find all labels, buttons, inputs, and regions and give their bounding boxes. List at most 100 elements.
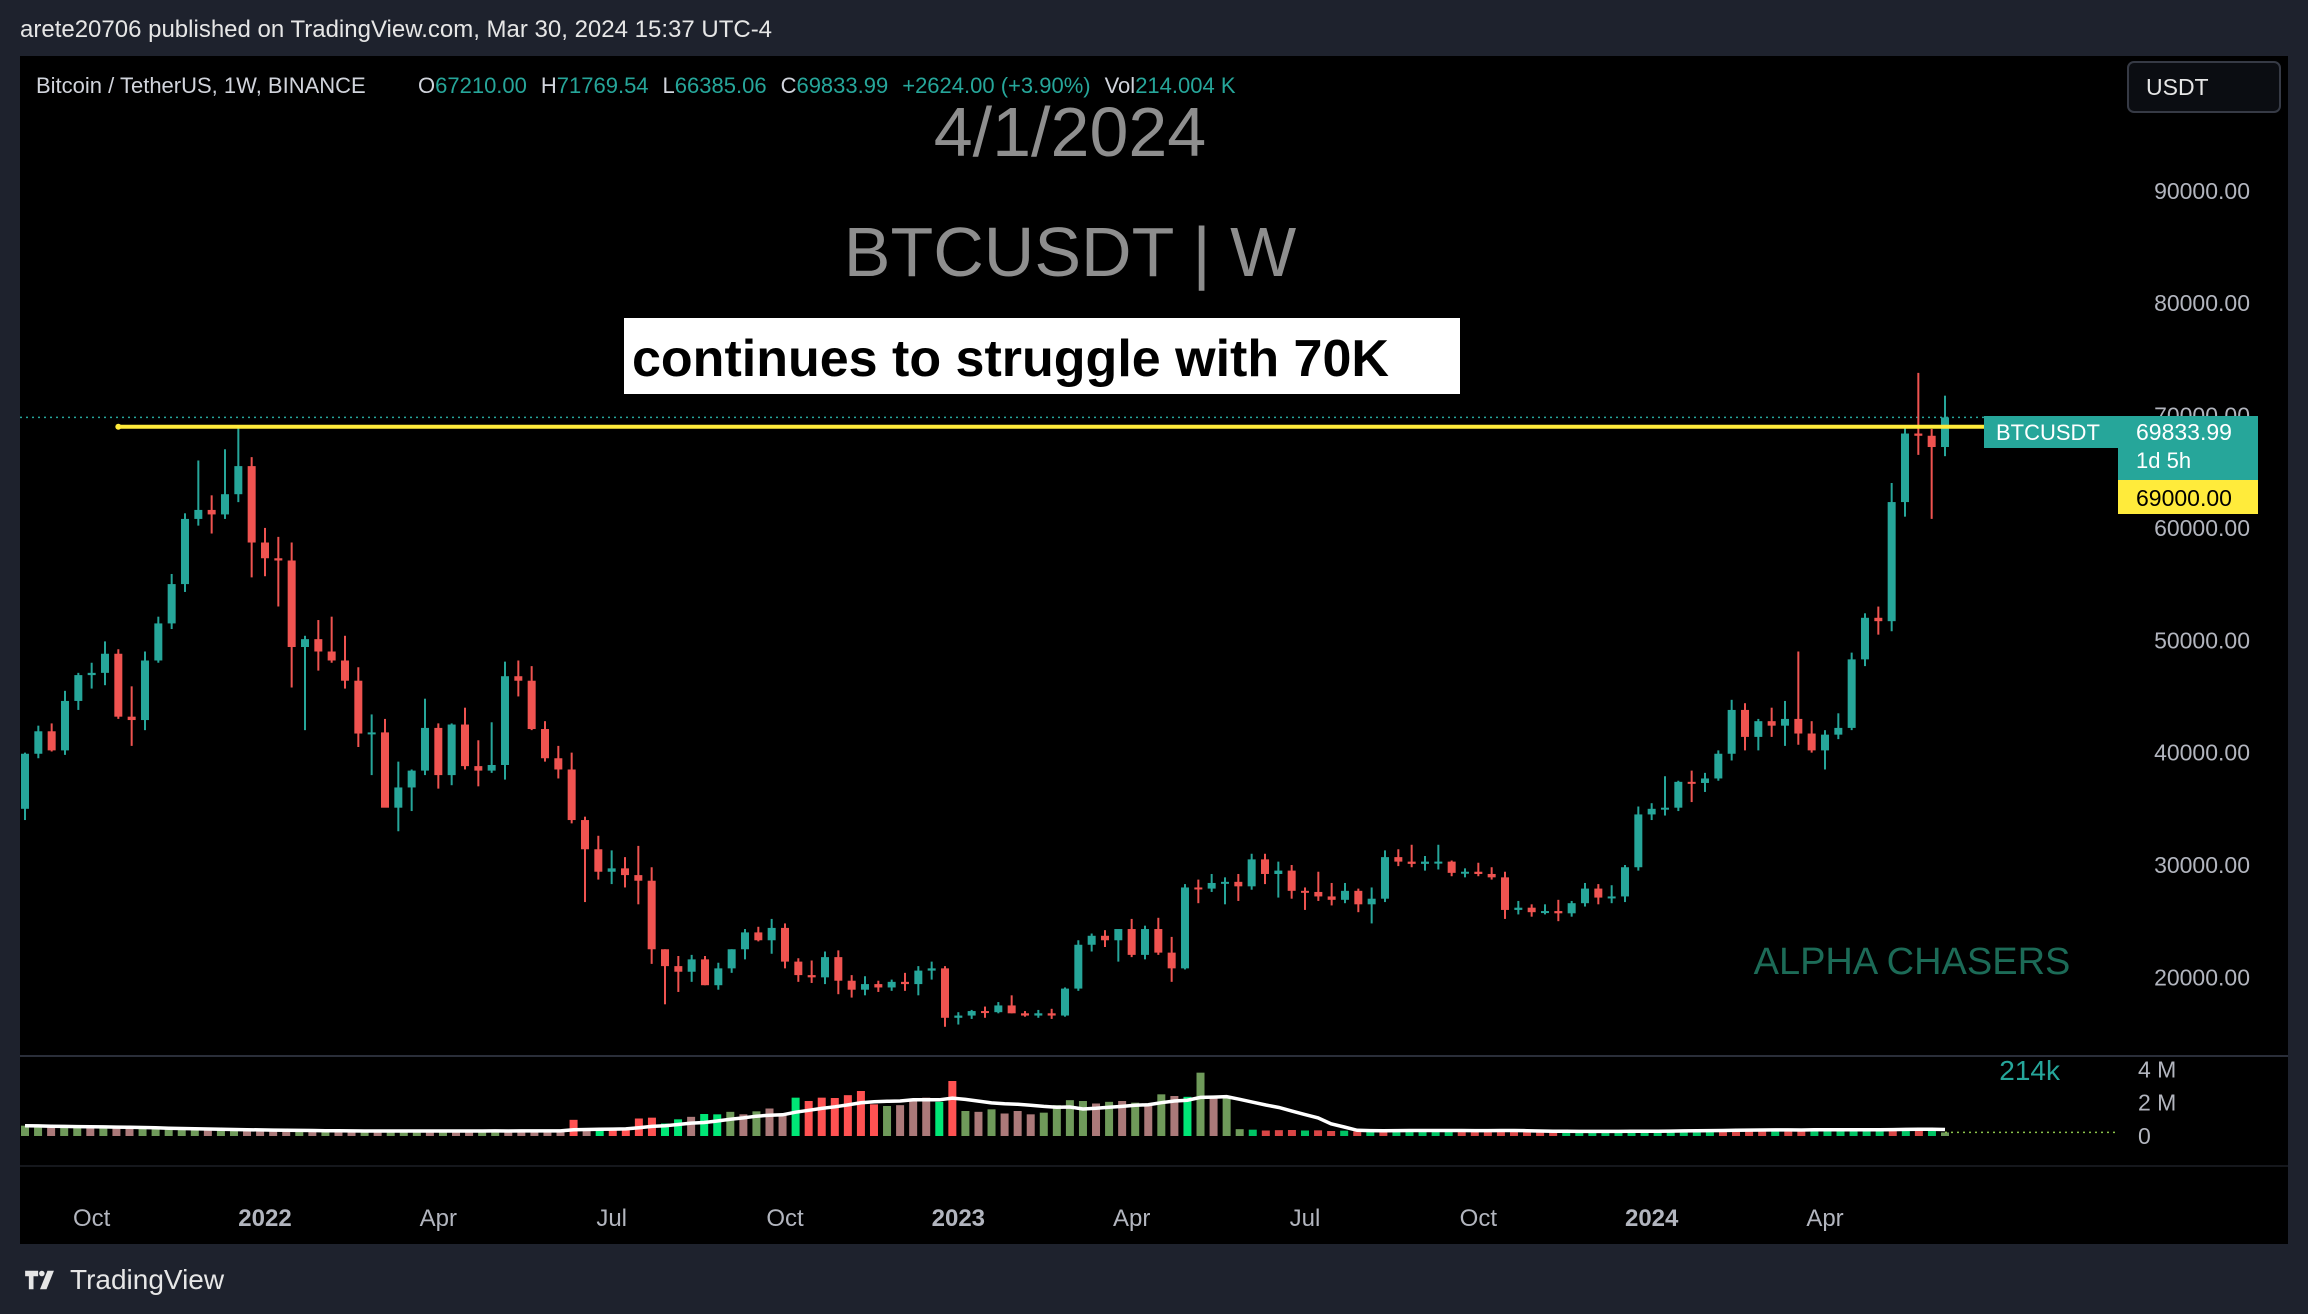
legend-high-label: H <box>541 73 557 98</box>
candle <box>141 651 149 731</box>
candle <box>767 918 776 954</box>
candle-body <box>1114 929 1123 941</box>
volume-bar <box>1261 1130 1270 1136</box>
price-chart[interactable]: 20000.00 30000.00 40000.00 50000.00 60000.00… <box>20 56 2288 1244</box>
candle <box>167 573 176 630</box>
candle <box>274 536 283 607</box>
candle <box>314 620 323 671</box>
time-axis-label: Oct <box>73 1205 111 1232</box>
candle-body <box>434 727 443 776</box>
candle-body <box>1394 857 1403 862</box>
candle-body <box>1474 871 1483 874</box>
candle <box>207 495 216 534</box>
candle-body <box>941 968 949 1018</box>
legend-symbol: Bitcoin / TetherUS, 1W, BINANCE <box>36 73 366 98</box>
candle <box>1807 721 1816 753</box>
volume-bar <box>347 1131 356 1136</box>
candle-body <box>327 651 336 661</box>
candle-body <box>807 975 816 978</box>
volume-bar <box>1941 1132 1949 1136</box>
candle-body <box>407 770 416 788</box>
candle-body <box>527 680 536 730</box>
currency-button[interactable]: USDT <box>2127 61 2281 113</box>
candle-body <box>1407 861 1416 864</box>
time-axis-label: Apr <box>1806 1205 1843 1232</box>
candle <box>1567 900 1576 917</box>
volume-bar <box>321 1131 330 1136</box>
volume-bar <box>1614 1130 1623 1136</box>
volume-bar <box>726 1111 735 1136</box>
candle-body <box>1274 870 1283 874</box>
volume-bar <box>1287 1130 1296 1136</box>
candle-body <box>1367 898 1376 905</box>
volume-bar <box>164 1129 173 1136</box>
candle-body <box>367 732 376 735</box>
candle <box>1514 900 1523 915</box>
candle <box>1874 606 1883 635</box>
candle <box>34 725 43 759</box>
candle <box>581 816 589 903</box>
tradingview-brand[interactable]: TradingView <box>20 1264 224 1296</box>
candle-body <box>567 769 576 821</box>
candle-body <box>181 518 189 585</box>
volume-bar <box>1901 1128 1910 1136</box>
volume-bar <box>1353 1131 1362 1136</box>
volume-bar <box>1745 1128 1754 1136</box>
legend-close-value: 69833.99 <box>796 73 888 98</box>
candle <box>527 666 536 731</box>
candle <box>1434 844 1443 870</box>
volume-bar <box>1013 1111 1022 1136</box>
candle-body <box>1087 935 1096 945</box>
legend-low-label: L <box>663 73 675 98</box>
candle <box>927 961 936 980</box>
candle <box>594 835 603 880</box>
volume-bar <box>1679 1130 1688 1136</box>
candle <box>1047 1008 1056 1019</box>
candle-body <box>1247 859 1256 887</box>
candle-body <box>741 932 749 950</box>
candle-body <box>447 724 456 776</box>
candle-body <box>1207 882 1216 889</box>
candle <box>101 641 109 686</box>
candle <box>501 661 509 780</box>
candle <box>1221 877 1229 905</box>
candle <box>1767 707 1776 737</box>
candle <box>1314 871 1323 901</box>
candle <box>1287 864 1296 899</box>
candle-body <box>1234 881 1243 887</box>
volume-bar <box>229 1130 238 1136</box>
candle-body <box>701 959 709 986</box>
candle <box>621 857 629 888</box>
volume-bar <box>203 1130 212 1136</box>
volume-bar <box>425 1130 434 1136</box>
candle <box>1554 899 1563 922</box>
volume-bar <box>961 1111 970 1136</box>
chart-container[interactable]: 20000.00 30000.00 40000.00 50000.00 60000.00… <box>20 56 2288 1244</box>
volume-bar <box>295 1131 304 1136</box>
candle <box>1914 372 1923 455</box>
candle-body <box>1327 896 1336 900</box>
volume-bar <box>73 1127 82 1136</box>
candle-body <box>301 639 309 648</box>
legend-change: +2624.00 (+3.90%) <box>902 73 1090 98</box>
time-axis-label: 2022 <box>238 1205 291 1232</box>
volume-bar <box>687 1116 696 1136</box>
volume-bar <box>1927 1129 1936 1136</box>
watermark: ALPHA CHASERS <box>1754 941 2071 983</box>
volume-bar <box>621 1128 630 1136</box>
candle-body <box>1034 1013 1043 1016</box>
candle-body <box>1141 929 1149 955</box>
candle-body <box>554 758 563 770</box>
volume-bar <box>256 1130 265 1136</box>
legend-high-value: 71769.54 <box>557 73 649 98</box>
candle-body <box>954 1015 963 1018</box>
candle <box>354 667 363 748</box>
volume-bar <box>412 1131 421 1136</box>
candle-body <box>821 957 829 978</box>
candle <box>1727 699 1736 761</box>
time-axis-label: Apr <box>1113 1205 1150 1232</box>
legend-volume-value: 214.004 K <box>1135 73 1236 98</box>
candle <box>661 949 669 1005</box>
volume-bar <box>1666 1130 1675 1136</box>
tradingview-logo-icon <box>25 1270 54 1290</box>
